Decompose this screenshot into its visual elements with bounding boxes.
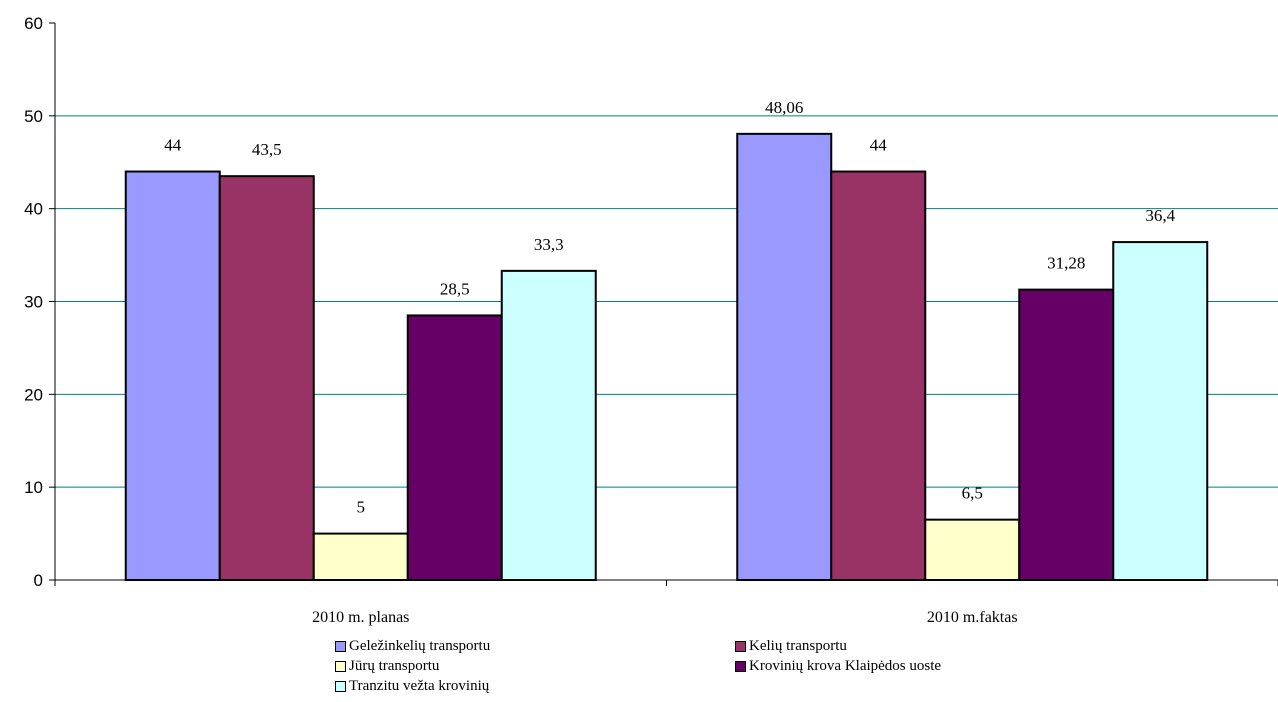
data-label: 44 [870, 136, 888, 155]
data-label: 36,4 [1145, 206, 1175, 225]
data-label: 33,3 [534, 235, 564, 254]
legend-swatch [335, 641, 346, 652]
legend-label: Kelių transportu [749, 638, 847, 654]
y-tick-label: 20 [24, 385, 43, 404]
data-label: 43,5 [252, 140, 282, 159]
legend-swatch [735, 661, 746, 672]
legend-label: Tranzitu vežta krovinių [349, 678, 490, 694]
bar [924, 518, 1021, 581]
data-label: 31,28 [1047, 254, 1085, 273]
bar [1112, 241, 1209, 581]
bar [830, 170, 927, 582]
legend-label: Krovinių krova Klaipėdos uoste [749, 658, 942, 674]
legend-item: Jūrų transportu [335, 658, 439, 675]
category-label: 2010 m. planas [312, 609, 409, 626]
bar [406, 314, 503, 581]
data-label: 6,5 [962, 484, 983, 503]
data-labels: 44 43,5 5 28,5 33,3 48,06 44 6,5 31,28 36,4 [164, 98, 1175, 517]
legend-swatch [335, 661, 346, 672]
data-label: 48,06 [765, 98, 803, 117]
legend-item: Kelių transportu [735, 638, 847, 655]
bar [736, 132, 833, 582]
legend-item: Krovinių krova Klaipėdos uoste [735, 658, 941, 675]
bar [312, 532, 409, 581]
y-tick-label: 10 [24, 478, 43, 497]
legend: Geležinkelių transportu Kelių transportu J… [335, 638, 1055, 702]
data-label: 44 [164, 136, 182, 155]
bar [1018, 288, 1115, 581]
y-tick-labels: 0 10 20 30 40 50 60 [24, 14, 43, 590]
data-label: 5 [357, 498, 366, 517]
legend-label: Jūrų transportu [349, 658, 440, 674]
bar [124, 170, 221, 582]
y-tick-label: 60 [24, 14, 43, 33]
y-tick-label: 30 [24, 293, 43, 312]
legend-item: Tranzitu vežta krovinių [335, 678, 489, 695]
legend-swatch [735, 641, 746, 652]
legend-label: Geležinkelių transportu [349, 638, 491, 654]
bars [124, 132, 1209, 582]
category-labels: 2010 m. planas 2010 m.faktas [312, 609, 1017, 626]
legend-swatch [335, 681, 346, 692]
y-tick-label: 40 [24, 200, 43, 219]
y-tick-label: 50 [24, 107, 43, 126]
legend-item: Geležinkelių transportu [335, 638, 490, 655]
y-tick-label: 0 [34, 571, 43, 590]
category-label: 2010 m.faktas [927, 609, 1018, 626]
data-label: 28,5 [440, 279, 470, 298]
bar [500, 269, 597, 581]
bar [218, 175, 315, 582]
